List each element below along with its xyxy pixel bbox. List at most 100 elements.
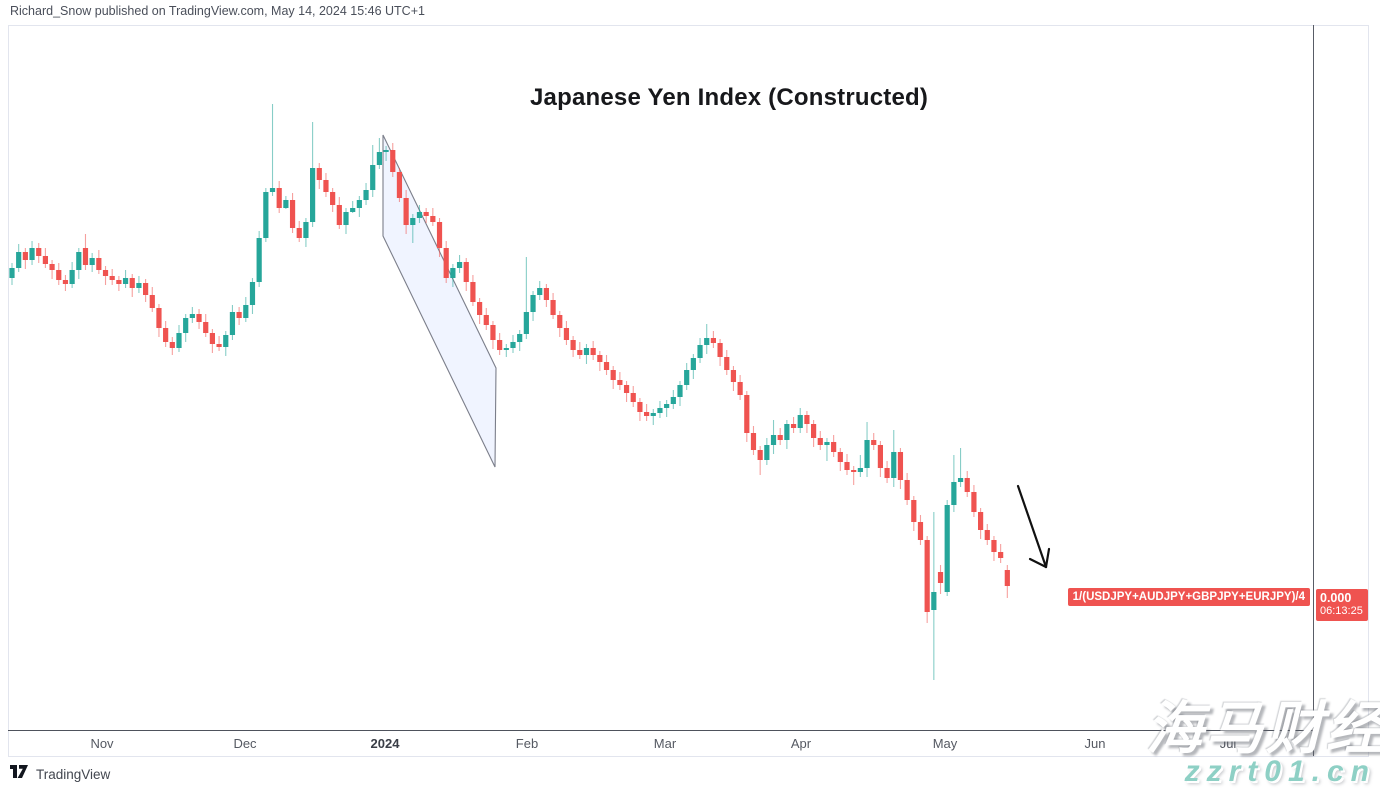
candle-body bbox=[550, 300, 556, 315]
time-axis-tick-nov: Nov bbox=[90, 736, 114, 751]
candle-body bbox=[396, 172, 403, 198]
candle-body bbox=[563, 328, 570, 340]
candle-body bbox=[109, 276, 115, 280]
candle-body bbox=[764, 445, 770, 460]
time-axis-tick-apr: Apr bbox=[790, 736, 812, 751]
candle-body bbox=[871, 440, 877, 445]
candle-body bbox=[644, 412, 650, 416]
candle-body bbox=[243, 305, 249, 318]
candle-body bbox=[831, 442, 837, 452]
candle-body bbox=[650, 413, 656, 416]
candle-body bbox=[637, 402, 643, 412]
candle-body bbox=[443, 248, 449, 278]
down-arrow-annotation[interactable] bbox=[1016, 484, 1048, 569]
candle-body bbox=[343, 212, 349, 225]
candle-body bbox=[684, 370, 690, 385]
candle-body bbox=[316, 168, 322, 180]
candle-body bbox=[9, 268, 15, 278]
candle-body bbox=[817, 438, 823, 445]
candle-body bbox=[463, 262, 469, 282]
time-axis-tick-feb: Feb bbox=[515, 736, 539, 751]
candle-body bbox=[497, 340, 503, 350]
candle-body bbox=[877, 445, 883, 468]
candle-body bbox=[183, 318, 189, 333]
time-axis-tick-jul: Jul bbox=[1219, 736, 1237, 751]
candle-body bbox=[543, 288, 549, 300]
candle-body bbox=[129, 278, 135, 288]
candle-body bbox=[62, 280, 69, 284]
tradingview-logo-icon[interactable] bbox=[10, 764, 29, 784]
candle-body bbox=[697, 345, 703, 358]
candle-body bbox=[824, 442, 830, 445]
candle-body bbox=[957, 478, 964, 482]
formula-label[interactable]: 1/(USDJPY+AUDJPY+GBPJPY+EURJPY)/4 bbox=[1067, 588, 1310, 606]
candle-body bbox=[436, 222, 443, 248]
candle-body bbox=[289, 200, 296, 228]
candle-body bbox=[623, 385, 630, 393]
candle-body bbox=[737, 382, 743, 395]
candle-body bbox=[330, 192, 336, 205]
candle-body bbox=[376, 152, 382, 165]
chart-frame bbox=[8, 25, 1369, 757]
candle-body bbox=[857, 468, 863, 472]
time-axis-tick-dec: Dec bbox=[233, 736, 257, 751]
candle-body bbox=[784, 424, 790, 440]
candle-body bbox=[891, 452, 897, 478]
candle-body bbox=[617, 380, 623, 385]
candle-body bbox=[884, 468, 890, 478]
candle-body bbox=[102, 270, 109, 276]
candle-body bbox=[350, 208, 356, 212]
candle-body bbox=[477, 302, 483, 315]
candle-body bbox=[603, 362, 610, 370]
candle-body bbox=[29, 248, 35, 260]
candle-body bbox=[483, 315, 489, 325]
candle-body bbox=[82, 248, 89, 265]
candle-body bbox=[704, 338, 710, 345]
down-arrow-head bbox=[1044, 547, 1051, 569]
time-axis-tick-mar: Mar bbox=[653, 736, 677, 751]
candle-body bbox=[223, 335, 229, 347]
candle-body bbox=[851, 470, 857, 472]
candle-body bbox=[530, 295, 536, 312]
down-arrow-head bbox=[1028, 557, 1048, 569]
candle-body bbox=[229, 312, 236, 335]
candle-body bbox=[169, 342, 175, 348]
candle-body bbox=[470, 282, 476, 302]
candle-body bbox=[750, 433, 757, 450]
candle-body bbox=[156, 308, 162, 328]
candle-body bbox=[336, 205, 342, 225]
watermark-text-cn: 海马财经 bbox=[1146, 697, 1380, 761]
candle-body bbox=[56, 270, 62, 280]
tradingview-brand-text[interactable]: TradingView bbox=[36, 766, 111, 782]
candle-body bbox=[710, 338, 716, 343]
candle-body bbox=[116, 280, 122, 284]
candle-body bbox=[557, 315, 563, 328]
candle-body bbox=[690, 358, 696, 370]
price-axis-label: 0.000 06:13:25 bbox=[1316, 589, 1368, 621]
candle-body bbox=[744, 395, 750, 433]
candle-body bbox=[944, 505, 950, 592]
candle-body bbox=[430, 216, 436, 222]
candle-body bbox=[897, 452, 904, 480]
candle-body bbox=[911, 500, 917, 522]
candle-body bbox=[951, 482, 957, 505]
candle-body bbox=[49, 264, 55, 270]
candle-body bbox=[670, 397, 676, 404]
candle-body bbox=[523, 312, 529, 334]
candle-body bbox=[122, 278, 129, 284]
candle-body bbox=[717, 343, 723, 357]
candle-body bbox=[664, 404, 670, 408]
candle-body bbox=[236, 312, 242, 318]
candle-body bbox=[403, 198, 409, 225]
candle-body bbox=[76, 252, 82, 270]
candle-body bbox=[991, 540, 997, 552]
candle-body bbox=[844, 462, 850, 470]
candle-body bbox=[163, 328, 169, 342]
candle-body bbox=[517, 334, 523, 342]
candle-body bbox=[390, 150, 396, 172]
candle-body bbox=[937, 572, 944, 583]
footer: TradingView bbox=[10, 763, 110, 785]
time-axis-line bbox=[8, 730, 1313, 731]
candle-body bbox=[283, 200, 289, 208]
